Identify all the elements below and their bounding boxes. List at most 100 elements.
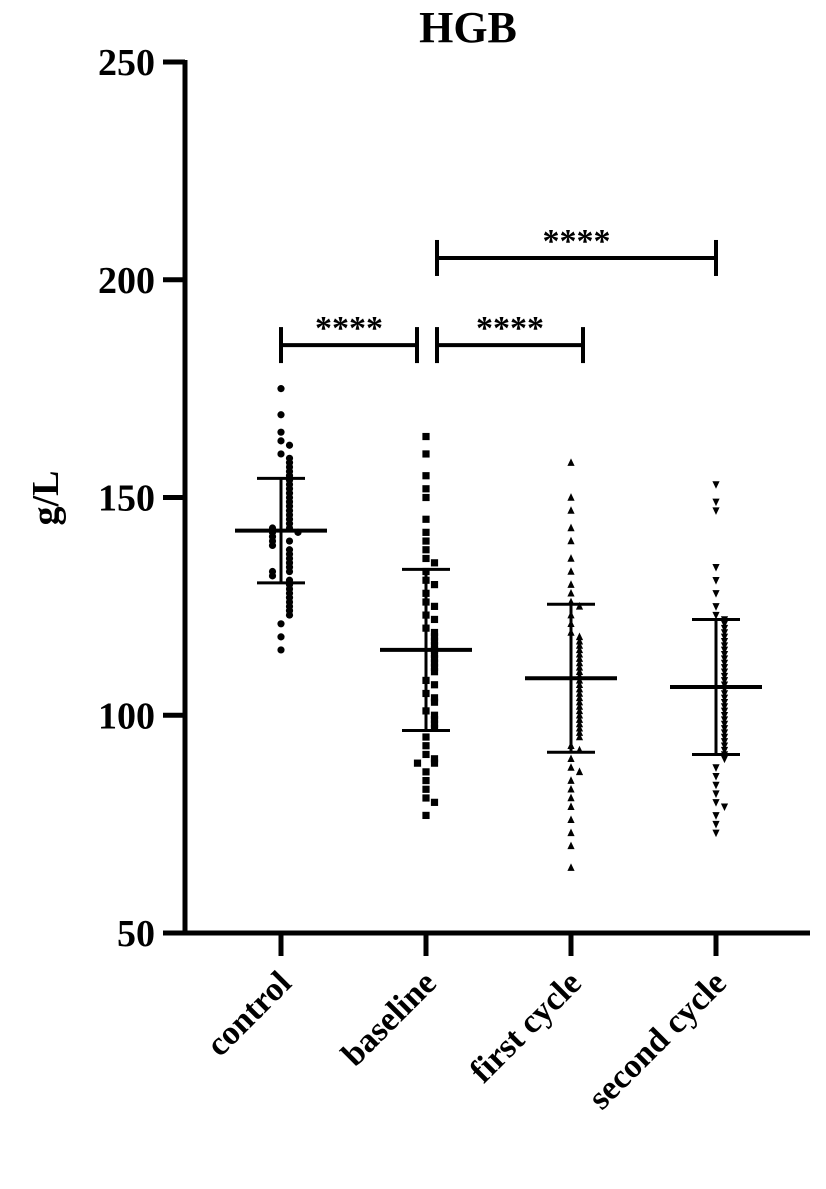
data-point: [712, 507, 720, 515]
data-point: [720, 725, 729, 733]
data-point: [720, 694, 729, 703]
data-point: [720, 651, 729, 659]
data-point: [567, 754, 575, 763]
data-point: [422, 528, 430, 536]
data-point: [575, 645, 584, 654]
data-point: [285, 567, 294, 576]
data-point: [575, 719, 584, 728]
data-point: [430, 650, 439, 658]
y-tick-label: 100: [98, 695, 155, 737]
data-point: [567, 763, 575, 771]
x-tick-label: second cycle: [581, 964, 733, 1116]
y-tick-label: 250: [98, 42, 155, 84]
data-point: [720, 624, 729, 633]
data-point: [575, 684, 584, 693]
data-point: [712, 781, 720, 790]
data-point: [720, 707, 729, 716]
data-point: [430, 759, 439, 767]
data-point: [575, 667, 584, 675]
data-point: [712, 820, 720, 829]
data-point: [285, 611, 294, 619]
data-point: [720, 690, 729, 698]
data-point: [712, 590, 720, 598]
data-point: [430, 716, 439, 724]
data-point: [712, 812, 720, 820]
data-point: [712, 563, 720, 572]
data-point: [422, 776, 430, 785]
data-point: [422, 472, 430, 480]
data-point: [712, 764, 720, 772]
data-point: [422, 768, 430, 776]
data-point: [422, 537, 430, 545]
data-point: [430, 694, 439, 702]
data-point: [575, 641, 584, 649]
data-point: [277, 428, 285, 436]
data-point: [277, 633, 285, 641]
data-point: [720, 703, 729, 711]
data-point: [720, 633, 729, 642]
data-point: [712, 481, 720, 489]
data-point: [720, 629, 729, 637]
data-point: [712, 611, 720, 620]
x-tick-label: baseline: [335, 964, 444, 1073]
data-point: [720, 672, 729, 681]
data-point: [567, 863, 575, 871]
data-point: [720, 716, 729, 724]
data-point: [575, 680, 584, 689]
x-tick-label: first cycle: [463, 964, 589, 1090]
data-point: [422, 515, 430, 523]
data-point: [720, 733, 729, 742]
data-point: [567, 536, 575, 545]
data-point: [712, 772, 720, 781]
data-point: [422, 546, 430, 554]
data-point: [720, 712, 729, 720]
data-point: [430, 724, 439, 732]
data-point: [430, 711, 439, 719]
data-point: [720, 746, 729, 755]
data-point: [422, 450, 430, 458]
data-point: [268, 541, 277, 550]
data-point: [567, 828, 575, 837]
data-point: [277, 646, 285, 654]
data-point: [430, 659, 439, 667]
data-point: [575, 702, 584, 710]
data-point: [712, 577, 720, 585]
data-point: [430, 559, 439, 567]
significance-label: ****: [543, 223, 611, 260]
data-point: [422, 742, 430, 750]
data-point: [430, 668, 439, 676]
data-point: [567, 580, 575, 588]
data-point: [712, 799, 720, 807]
data-point: [575, 697, 584, 706]
data-point: [720, 664, 729, 672]
data-point: [575, 715, 584, 723]
data-point: [430, 681, 439, 689]
data-point: [285, 537, 294, 545]
data-point: [567, 841, 575, 850]
data-point: [277, 437, 285, 445]
chart-title: HGB: [419, 3, 517, 52]
data-point: [720, 720, 729, 729]
data-point: [720, 646, 729, 655]
y-tick-label: 50: [117, 913, 155, 955]
data-point: [430, 655, 439, 663]
data-point: [575, 632, 584, 641]
data-point: [430, 698, 439, 706]
data-point: [567, 523, 575, 532]
data-point: [567, 784, 575, 793]
data-point: [712, 790, 720, 798]
data-point: [567, 793, 575, 802]
data-point: [712, 498, 720, 507]
data-point: [567, 815, 575, 824]
data-point: [422, 785, 430, 793]
data-point: [285, 441, 294, 449]
data-point: [567, 458, 575, 466]
data-point: [422, 750, 430, 759]
data-point: [720, 668, 729, 677]
data-point: [567, 776, 575, 784]
data-point: [422, 493, 430, 502]
data-point: [575, 663, 584, 671]
data-point: [720, 659, 729, 668]
data-point: [277, 450, 285, 458]
